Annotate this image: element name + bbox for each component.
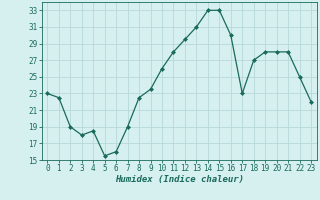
X-axis label: Humidex (Indice chaleur): Humidex (Indice chaleur) — [115, 175, 244, 184]
